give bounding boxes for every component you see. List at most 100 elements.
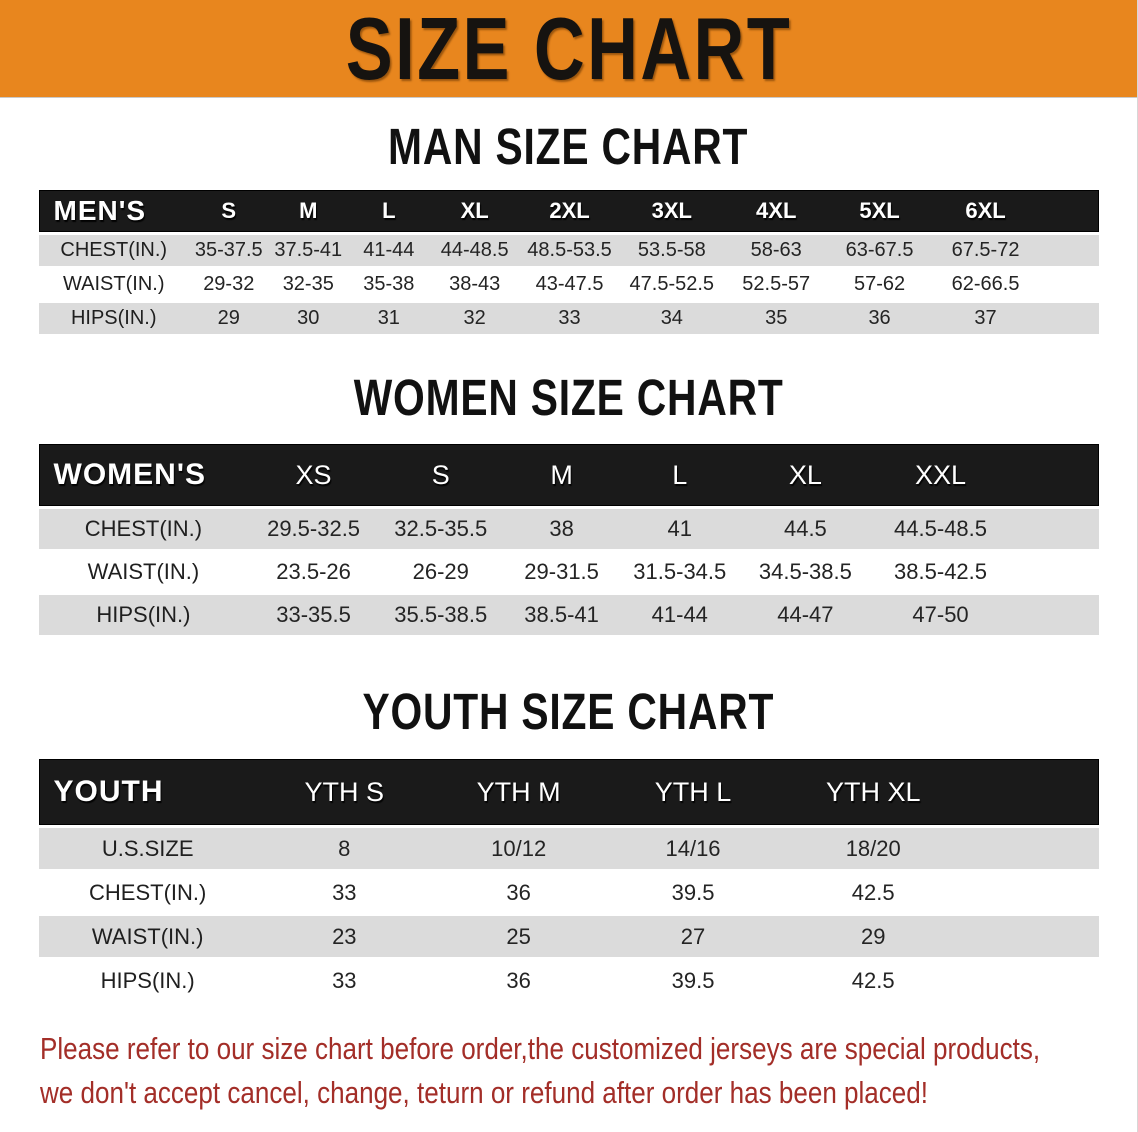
row-label: HIPS(IN.) <box>70 307 157 329</box>
size-column-header: XL <box>788 459 822 490</box>
cell-value: 29 <box>217 307 240 329</box>
cell-value: 48.5-53.5 <box>527 239 612 261</box>
cell-value: 38.5-42.5 <box>894 559 988 584</box>
cell-value: 39.5 <box>671 967 715 993</box>
cell-value: 38-43 <box>449 273 501 295</box>
size-column-header: 5XL <box>859 198 900 223</box>
table-header-row: MEN'S S M L XL 2XL 3XL 4XL 5XL 6XL <box>38 190 1099 232</box>
cell-value: 33-35.5 <box>276 602 351 627</box>
cell-value: 29-31.5 <box>524 559 599 584</box>
size-column-header: YTH XL <box>825 776 921 807</box>
row-label: WAIST(IN.) <box>63 273 165 295</box>
cell-value: 53.5-58 <box>637 239 706 261</box>
size-chart-banner: SIZE CHART <box>0 0 1137 97</box>
cell-value: 36 <box>506 879 531 905</box>
row-label: U.S.SIZE <box>101 835 194 861</box>
cell-value: 35-37.5 <box>194 239 263 261</box>
women-size-table: WOMEN'S XS S M L XL XXL CHEST(IN.) 29.5-32.5 32.5… <box>38 444 1099 635</box>
size-column-header: 6XL <box>965 198 1006 223</box>
cell-value: 31.5-34.5 <box>633 559 727 584</box>
size-column-header: XS <box>295 459 332 490</box>
cell-value: 57-62 <box>853 273 906 295</box>
cell-value: 35.5-38.5 <box>394 602 488 627</box>
cell-value: 47-50 <box>912 602 969 627</box>
cell-value: 29.5-32.5 <box>267 516 361 541</box>
cell-value: 41-44 <box>363 239 415 261</box>
men-size-table: MEN'S S M L XL 2XL 3XL 4XL 5XL 6XL CHEST(IN.) 35-37… <box>38 190 1099 334</box>
cell-value: 42.5 <box>851 879 895 905</box>
table-header-label: WOMEN'S <box>53 458 206 491</box>
cell-value: 37.5-41 <box>274 239 343 261</box>
cell-value: 36 <box>868 307 891 329</box>
cell-value: 34 <box>660 307 683 329</box>
youth-section-heading: YOUTH SIZE CHART <box>362 683 775 740</box>
disclaimer-line-1: Please refer to our size chart before or… <box>40 1031 1041 1066</box>
table-row: U.S.SIZE 8 10/12 14/16 18/20 <box>38 828 1099 869</box>
table-row: CHEST(IN.) 29.5-32.5 32.5-35.5 38 41 44.5 44.5… <box>38 509 1099 549</box>
cell-value: 34.5-38.5 <box>758 559 852 584</box>
cell-value: 67.5-72 <box>951 239 1020 261</box>
size-column-header: L <box>672 459 688 490</box>
row-label: CHEST(IN.) <box>84 516 203 541</box>
table-header-row: YOUTH YTH S YTH M YTH L YTH XL <box>38 759 1099 825</box>
cell-value: 29-32 <box>203 273 255 295</box>
cell-value: 36 <box>506 967 531 993</box>
cell-value: 8 <box>338 835 351 861</box>
table-row: CHEST(IN.) 35-37.5 37.5-41 41-44 44-48.5 48.5… <box>38 235 1099 266</box>
cell-value: 32.5-35.5 <box>394 516 488 541</box>
cell-value: 14/16 <box>665 835 721 861</box>
size-column-header: M <box>299 198 318 223</box>
cell-value: 44-47 <box>777 602 834 627</box>
cell-value: 38 <box>549 516 574 541</box>
cell-value: 31 <box>377 307 400 329</box>
cell-value: 18/20 <box>845 835 901 861</box>
row-label: HIPS(IN.) <box>100 967 195 993</box>
cell-value: 23.5-26 <box>276 559 351 584</box>
cell-value: 35-38 <box>363 273 415 295</box>
cell-value: 29 <box>860 923 886 949</box>
cell-value: 43-47.5 <box>535 273 604 295</box>
size-column-header: S <box>221 198 237 223</box>
cell-value: 23 <box>332 923 357 949</box>
size-column-header: XXL <box>915 459 967 490</box>
banner-title: SIZE CHART <box>345 0 792 98</box>
cell-value: 41-44 <box>651 602 708 627</box>
size-column-header: 4XL <box>756 198 797 223</box>
cell-value: 37 <box>974 307 997 329</box>
cell-value: 33 <box>332 879 357 905</box>
cell-value: 30 <box>297 307 320 329</box>
youth-size-table: YOUTH YTH S YTH M YTH L YTH XL U.S.SIZE 8 10/12… <box>38 759 1099 1001</box>
cell-value: 35 <box>765 307 788 329</box>
table-row: WAIST(IN.) 23 25 27 29 <box>38 916 1099 957</box>
row-label: WAIST(IN.) <box>91 923 204 949</box>
disclaimer-line-2: we don't accept cancel, change, teturn o… <box>40 1075 929 1110</box>
cell-value: 27 <box>680 923 706 949</box>
table-header-row: WOMEN'S XS S M L XL XXL <box>38 444 1099 506</box>
cell-value: 26-29 <box>412 559 469 584</box>
row-label: HIPS(IN.) <box>96 602 191 627</box>
table-row: HIPS(IN.) 33 36 39.5 42.5 <box>38 960 1099 1001</box>
men-section-heading: MAN SIZE CHART <box>388 118 749 175</box>
table-row: HIPS(IN.) 33-35.5 35.5-38.5 38.5-41 41-44 44-… <box>38 595 1099 635</box>
table-row: WAIST(IN.) 23.5-26 26-29 29-31.5 31.5-34.5 34… <box>38 552 1099 592</box>
cell-value: 33 <box>558 307 581 329</box>
table-row: CHEST(IN.) 33 36 39.5 42.5 <box>38 872 1099 913</box>
size-column-header: 2XL <box>549 198 590 223</box>
size-column-header: M <box>550 459 573 490</box>
cell-value: 62-66.5 <box>951 273 1020 295</box>
cell-value: 58-63 <box>750 239 802 261</box>
row-label: CHEST(IN.) <box>89 879 207 905</box>
cell-value: 47.5-52.5 <box>629 273 715 295</box>
cell-value: 44.5-48.5 <box>894 516 988 541</box>
row-label: CHEST(IN.) <box>60 239 168 261</box>
size-column-header: YTH M <box>476 776 561 807</box>
size-column-header: YTH S <box>304 776 385 807</box>
size-column-header: YTH L <box>654 776 732 807</box>
table-row: HIPS(IN.) 29 30 31 32 33 34 35 36 37 <box>38 303 1099 334</box>
size-column-header: S <box>431 459 450 490</box>
cell-value: 44.5 <box>783 516 827 541</box>
cell-value: 32 <box>463 307 486 329</box>
cell-value: 42.5 <box>851 967 895 993</box>
women-section-heading: WOMEN SIZE CHART <box>353 369 784 426</box>
cell-value: 52.5-57 <box>742 273 811 295</box>
